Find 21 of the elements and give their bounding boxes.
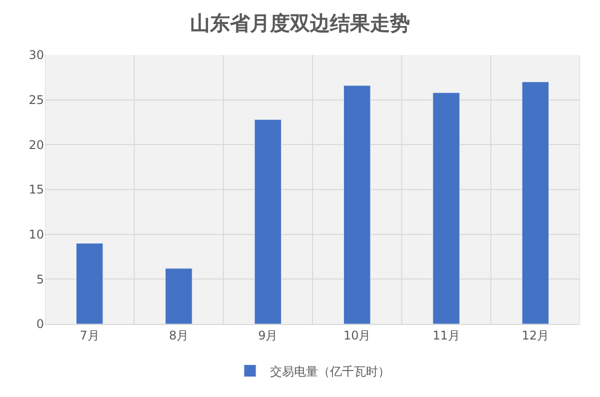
x-tick-label: 7月 (80, 328, 100, 342)
x-tick-label: 11月 (432, 328, 460, 342)
y-tick-label: 0 (36, 317, 44, 332)
legend-label: 交易电量（亿千瓦时） (270, 364, 390, 378)
y-tick-label: 20 (28, 138, 44, 152)
y-tick-label: 30 (28, 48, 44, 62)
bar (343, 85, 371, 324)
x-tick-label: 10月 (343, 328, 371, 342)
bar (254, 119, 282, 324)
chart-title: 山东省月度双边结果走势 (190, 10, 410, 35)
x-tick-label: 8月 (168, 328, 189, 342)
x-tick-label: 9月 (258, 328, 278, 342)
y-tick-label: 15 (28, 182, 44, 197)
x-tick-label: 12月 (522, 328, 550, 342)
bar (432, 92, 460, 324)
y-tick-label: 10 (28, 228, 44, 242)
y-tick-label: 25 (28, 93, 44, 108)
bar (522, 82, 550, 324)
y-tick-label: 5 (36, 272, 44, 286)
bar (165, 268, 192, 324)
bar (76, 243, 104, 324)
